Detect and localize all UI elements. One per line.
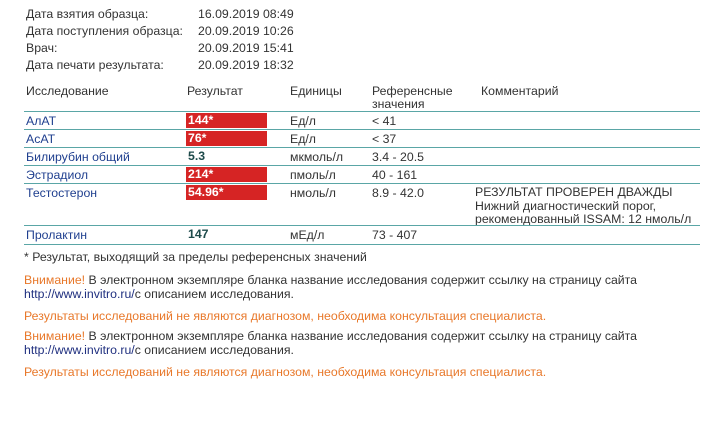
notice-link-2: Внимание! В электронном экземпляре бланк… [24, 329, 638, 357]
meta-value-sample-date: 16.09.2019 08:49 [198, 7, 294, 21]
header-comment: Комментарий [481, 84, 559, 98]
table-row: АсАТ 76* Ед/л < 37 [24, 129, 700, 147]
table-row: Эстрадиол 214* пмоль/л 40 - 161 [24, 165, 700, 183]
result-value: 54.96* [186, 185, 267, 200]
header-result: Результат [187, 84, 243, 98]
reference-range: 3.4 - 20.5 [372, 150, 424, 164]
result-value: 214* [186, 167, 267, 182]
attention-label: Внимание! [24, 273, 86, 287]
units: мкмоль/л [290, 150, 344, 164]
meta-label-print-date: Дата печати результата: [26, 58, 164, 72]
test-name[interactable]: АлАТ [26, 114, 57, 128]
units: Ед/л [290, 114, 316, 128]
comment-line: Нижний диагностический порог, [475, 198, 657, 213]
table-row: Тестостерон 54.96* нмоль/л 8.9 - 42.0 РЕ… [24, 183, 700, 227]
comment-line: рекомендованный ISSAM: 12 нмоль/л [475, 212, 692, 226]
disclaimer-1: Результаты исследований не являются диаг… [24, 309, 547, 323]
table-row: АлАТ 144* Ед/л < 41 [24, 111, 700, 129]
units: нмоль/л [290, 186, 336, 200]
header-units: Единицы [290, 84, 342, 98]
comment-line: РЕЗУЛЬТАТ ПРОВЕРЕН ДВАЖДЫ [475, 185, 673, 199]
test-name[interactable]: Эстрадиол [26, 168, 89, 182]
reference-range: 40 - 161 [372, 168, 418, 182]
test-name[interactable]: Пролактин [26, 228, 88, 242]
test-name[interactable]: Билирубин общий [26, 150, 130, 164]
site-link[interactable]: http://www.invitro.ru/ [24, 342, 135, 357]
header-test: Исследование [26, 84, 109, 98]
test-name[interactable]: Тестостерон [26, 186, 98, 200]
units: пмоль/л [290, 168, 336, 182]
reference-range: < 37 [372, 132, 397, 146]
table-row: Пролактин 147 мЕд/л 73 - 407 [24, 225, 700, 245]
meta-label-received-date: Дата поступления образца: [26, 24, 183, 38]
header-reference-line1: Референсные [372, 84, 453, 98]
notice-text-2: с описанием исследования. [134, 286, 294, 301]
results-table: АлАТ 144* Ед/л < 41 АсАТ 76* Ед/л < 37 Б… [24, 111, 700, 245]
meta-value-received-date: 20.09.2019 10:26 [198, 24, 294, 38]
units: Ед/л [290, 132, 316, 146]
attention-label: Внимание! [24, 329, 86, 343]
units: мЕд/л [290, 228, 325, 242]
result-value: 5.3 [188, 149, 206, 163]
footnote: * Результат, выходящий за пределы рефере… [24, 250, 367, 264]
comment: РЕЗУЛЬТАТ ПРОВЕРЕН ДВАЖДЫ Нижний диагнос… [475, 185, 692, 227]
result-value: 76* [186, 131, 267, 146]
notice-link-1: Внимание! В электронном экземпляре бланк… [24, 273, 638, 301]
reference-range: 73 - 407 [372, 228, 418, 242]
table-row: Билирубин общий 5.3 мкмоль/л 3.4 - 20.5 [24, 147, 700, 165]
meta-label-doctor: Врач: [26, 41, 58, 55]
notice-text: В электронном экземпляре бланка название… [85, 273, 638, 287]
reference-range: < 41 [372, 114, 397, 128]
meta-value-print-date: 20.09.2019 18:32 [198, 58, 294, 72]
meta-value-doctor: 20.09.2019 15:41 [198, 41, 294, 55]
header-reference-line2: значения [372, 97, 425, 111]
test-name[interactable]: АсАТ [26, 132, 56, 146]
result-value: 147 [188, 227, 209, 241]
meta-label-sample-date: Дата взятия образца: [26, 7, 149, 21]
disclaimer-2: Результаты исследований не являются диаг… [24, 365, 547, 379]
site-link[interactable]: http://www.invitro.ru/ [24, 286, 135, 301]
notice-text: В электронном экземпляре бланка название… [85, 329, 638, 343]
notice-text-2: с описанием исследования. [134, 342, 294, 357]
reference-range: 8.9 - 42.0 [372, 186, 424, 200]
result-value: 144* [186, 113, 267, 128]
